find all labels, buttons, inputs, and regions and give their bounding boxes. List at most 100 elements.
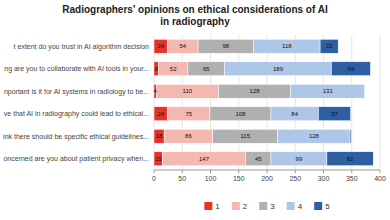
bars xyxy=(154,39,373,165)
bar-segment xyxy=(331,62,370,76)
data-label: 118 xyxy=(282,43,292,49)
legend-swatch xyxy=(204,202,212,210)
grid-line xyxy=(351,35,352,170)
legend-item: 3 xyxy=(259,202,275,211)
data-label: 4 xyxy=(153,88,157,94)
bar-segment xyxy=(154,39,168,53)
category-label: oncerned are you about patient privacy w… xyxy=(3,155,149,163)
legend-swatch xyxy=(259,202,267,210)
chart: Radiographers' opinions on ethical consi… xyxy=(0,0,390,220)
tick-label: 200 xyxy=(261,175,273,182)
bar-segment xyxy=(253,39,320,53)
tick-label: 250 xyxy=(289,175,301,182)
bar-segment xyxy=(159,62,188,76)
tick-label: 50 xyxy=(178,175,186,182)
grid-line xyxy=(323,35,324,170)
data-label: 128 xyxy=(309,133,320,139)
legend-label: 3 xyxy=(270,202,275,211)
category-label: ink there should be specific ethical gui… xyxy=(3,133,149,141)
data-label: 131 xyxy=(323,88,334,94)
bar-segment xyxy=(154,129,164,143)
bar-segment xyxy=(318,107,350,121)
legend-item: 5 xyxy=(314,202,330,211)
bar-segment xyxy=(213,129,278,143)
x-axis xyxy=(154,170,380,171)
legend-label: 1 xyxy=(215,202,220,211)
grid-line xyxy=(380,35,381,170)
title-line: in radiography xyxy=(160,16,230,27)
bar-segment xyxy=(291,84,365,98)
data-label: 24 xyxy=(157,43,164,49)
legend-item: 1 xyxy=(204,202,220,211)
legend-label: 4 xyxy=(298,202,303,211)
grid-line xyxy=(154,35,155,170)
data-label: 24 xyxy=(157,111,164,117)
category-label: nportant is it for AI systems in radiolo… xyxy=(4,88,149,96)
legend: 1 2 3 4 5 xyxy=(204,202,330,211)
data-label: 52 xyxy=(170,66,177,72)
category-label: t extent do you trust in AI algorithm de… xyxy=(14,43,150,51)
category-label: ve that AI in radiography could lead to … xyxy=(4,110,149,118)
bar-segment xyxy=(246,152,271,166)
grid-line xyxy=(238,35,239,170)
bar-segment xyxy=(271,152,327,166)
data-label: 69 xyxy=(348,66,355,72)
data-label: 110 xyxy=(183,88,193,94)
tick-label: 0 xyxy=(152,175,156,182)
data-label: 84 xyxy=(291,111,298,117)
grid-line xyxy=(295,35,296,170)
bar-segment xyxy=(156,84,218,98)
tick-label: 150 xyxy=(233,175,245,182)
tick-label: 400 xyxy=(374,175,386,182)
bar-segment xyxy=(154,62,159,76)
data-label: 65 xyxy=(203,66,210,72)
bar-segment xyxy=(188,62,225,76)
data-label: 75 xyxy=(185,111,192,117)
legend-swatch xyxy=(287,202,295,210)
data-label: 115 xyxy=(240,133,250,139)
bar-segment xyxy=(271,107,318,121)
title-line: Radiographers' opinions on ethical consi… xyxy=(62,4,328,15)
data-label: 15 xyxy=(155,156,162,162)
data-label: 45 xyxy=(255,156,262,162)
data-label: 54 xyxy=(179,43,186,49)
legend-swatch xyxy=(232,202,240,210)
data-label: 147 xyxy=(199,156,210,162)
tick-label: 300 xyxy=(318,175,330,182)
category-label: ng are you to collaborate with AI tools … xyxy=(4,65,149,73)
tick-label: 350 xyxy=(346,175,358,182)
bar-segment xyxy=(327,152,373,166)
data-label: 8 xyxy=(155,66,159,72)
bar-segment xyxy=(198,39,253,53)
data-label: 98 xyxy=(222,43,229,49)
data-label: 189 xyxy=(273,66,284,72)
bar-segment xyxy=(154,152,162,166)
bar-segment xyxy=(278,129,350,143)
data-labels: 2484241815545211075861479865128108115451… xyxy=(153,43,354,162)
data-label: 18 xyxy=(156,133,163,139)
legend-swatch xyxy=(314,202,322,210)
tick-label: 100 xyxy=(205,175,217,182)
bar-segment xyxy=(162,152,245,166)
bar-segment xyxy=(218,84,290,98)
bar-segment xyxy=(364,84,365,98)
grid xyxy=(154,35,380,170)
legend-item: 4 xyxy=(287,202,303,211)
bar-segment xyxy=(154,107,168,121)
bar-segment xyxy=(350,129,351,143)
data-label: 128 xyxy=(250,88,261,94)
bar-segment xyxy=(210,107,271,121)
legend-label: 5 xyxy=(325,202,330,211)
data-label: 32 xyxy=(326,43,333,49)
data-label: 108 xyxy=(235,111,246,117)
grid-line xyxy=(210,35,211,170)
bar-segment xyxy=(164,129,213,143)
legend-label: 2 xyxy=(243,202,248,211)
bar-segment xyxy=(225,62,332,76)
title: Radiographers' opinions on ethical consi… xyxy=(62,4,328,27)
data-label: 86 xyxy=(185,133,192,139)
data-label: 82 xyxy=(347,156,354,162)
data-label: 57 xyxy=(331,111,338,117)
bar-segment xyxy=(168,107,210,121)
bar-segment xyxy=(168,39,199,53)
